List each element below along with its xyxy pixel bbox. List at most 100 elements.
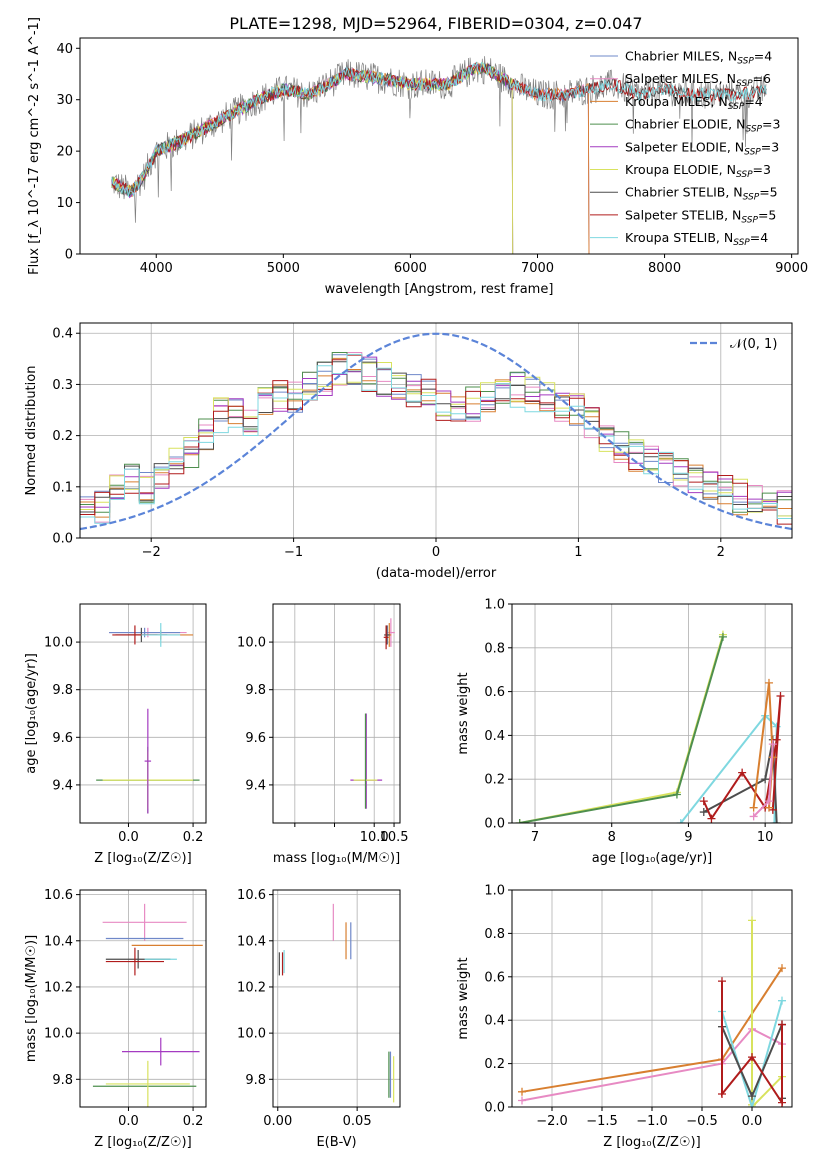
axes-frame <box>272 889 401 1108</box>
mass-weight-vs-age-panel: 7 8 9 10 0.0 0.2 0.4 0.6 0.8 1.0 age [log₁₀(age/yr… <box>456 598 793 866</box>
legend-label: 𝒩(0, 1) <box>730 337 777 352</box>
y-axis-label: mass [log₁₀(M/M☉)] <box>24 935 39 1062</box>
legend-label: Kroupa MILES, NSSP=4 <box>625 94 763 112</box>
mass-weight-marker <box>772 735 781 744</box>
mass-weight-marker <box>718 977 726 986</box>
y-axis-label: mass weight <box>456 672 471 754</box>
errorbar-point <box>383 625 389 650</box>
mass-weight-marker <box>515 819 524 823</box>
x-tick-label: 10.0 <box>360 830 389 845</box>
mass-weight-marker <box>749 812 758 821</box>
y-tick-label: 0.4 <box>52 327 73 342</box>
y-tick-label: 10.2 <box>44 980 73 995</box>
x-tick-label: 6000 <box>394 261 427 276</box>
y-axis-label: mass weight <box>456 957 471 1039</box>
y-tick-label: 10.0 <box>237 1027 266 1042</box>
y-axis-label: Normed distribution <box>24 366 39 496</box>
mass-weight-marker <box>748 1092 756 1101</box>
x-tick-label: 0.0 <box>118 1114 139 1129</box>
x-axis-label: E(B-V) <box>316 1135 356 1150</box>
x-tick-label: 0.0 <box>118 830 139 845</box>
y-tick-label: 0.1 <box>52 480 73 495</box>
x-tick-label: 0.00 <box>263 1114 292 1129</box>
x-tick-label: 8000 <box>648 261 681 276</box>
residuals-panel: −2 −1 0 1 2 0.0 0.1 0.2 0.3 0.4 (data-model)/error… <box>24 322 793 581</box>
errorbar-point <box>386 618 395 647</box>
legend-label: Salpeter STELIB, NSSP=5 <box>625 207 776 225</box>
axes-frame <box>511 603 793 824</box>
y-tick-label: 10.0 <box>237 636 266 651</box>
y-axis-label: Flux [f_λ 10^-17 erg cm^-2 s^-1 A^-1] <box>27 17 42 275</box>
y-tick-label: 1.0 <box>484 598 505 613</box>
mass-weight-marker <box>748 916 756 925</box>
mass-weight-marker <box>764 797 773 806</box>
x-axis-label: mass [log₁₀(M/M☉)] <box>273 851 400 866</box>
x-axis-label: Z [log₁₀(Z/Z☉)] <box>603 1135 700 1150</box>
mass-weight-marker <box>748 1103 756 1107</box>
mass-weight-marker <box>778 964 786 973</box>
errorbar-point <box>105 947 164 976</box>
x-tick-label: 0.2 <box>183 830 204 845</box>
x-tick-label: 0.0 <box>742 1114 763 1129</box>
x-tick-label: 9 <box>684 830 692 845</box>
y-tick-label: 0.6 <box>484 970 505 985</box>
mass-weight-marker <box>718 1089 726 1098</box>
x-axis-label: (data-model)/error <box>376 566 497 581</box>
x-tick-label: 8 <box>608 830 616 845</box>
y-tick-label: 10.0 <box>44 1027 73 1042</box>
figure-title: PLATE=1298, MJD=52964, FIBERID=0304, z=0… <box>229 14 642 33</box>
mass-weight-marker <box>672 790 681 799</box>
axes-frame <box>272 603 401 824</box>
x-tick-label: −1 <box>284 545 303 560</box>
y-tick-label: 10.0 <box>44 636 73 651</box>
x-tick-label: −1.0 <box>636 1114 668 1129</box>
y-tick-label: 10.2 <box>237 980 266 995</box>
legend-label: Salpeter ELODIE, NSSP=3 <box>625 139 779 157</box>
y-tick-label: 10 <box>56 196 73 211</box>
x-tick-label: 9000 <box>775 261 808 276</box>
x-tick-label: 7 <box>531 830 539 845</box>
axes-frame <box>79 322 793 539</box>
y-tick-label: 0.2 <box>52 429 73 444</box>
legend-label: Chabrier STELIB, NSSP=5 <box>625 185 778 203</box>
mass-weight-marker <box>676 819 685 823</box>
y-tick-label: 9.8 <box>52 1073 73 1088</box>
mass-weight-marker <box>778 1020 786 1029</box>
x-tick-label: 10 <box>757 830 774 845</box>
y-tick-label: 40 <box>56 42 73 57</box>
y-tick-label: 10.6 <box>44 888 73 903</box>
errorbar-point <box>141 623 181 647</box>
mass-weight-marker <box>778 996 786 1005</box>
mass-weight-marker <box>699 797 708 806</box>
age-vs-Z-panel: 0.0 0.2 9.4 9.6 9.8 10.0 Z [log₁₀(Z/Z☉)] age [l… <box>24 603 207 866</box>
spectrum-model-line <box>111 61 767 198</box>
mass-weight-marker <box>718 632 727 641</box>
x-tick-label: −2.0 <box>536 1114 568 1129</box>
legend-label: Kroupa ELODIE, NSSP=3 <box>625 162 771 180</box>
spectrum-legend: Chabrier MILES, NSSP=4 Salpeter MILES, NS… <box>590 49 780 248</box>
mass-weight-line <box>521 1027 783 1102</box>
mass-weight-marker <box>518 1096 526 1105</box>
errorbar-point <box>144 708 152 814</box>
mass-weight-marker <box>761 775 770 784</box>
mass-weight-line <box>519 634 724 823</box>
x-tick-label: 4000 <box>140 261 173 276</box>
y-tick-label: 0.0 <box>484 1101 505 1116</box>
y-tick-label: 0.8 <box>484 641 505 656</box>
spectrum-panel: 4000 5000 6000 7000 8000 9000 0 10 20 30 40 wavelen… <box>27 17 808 297</box>
mass-vs-ebv-panel: 0.00 0.05 9.8 10.0 10.2 10.4 10.6 E(B-V) <box>237 888 401 1150</box>
x-axis-label: age [log₁₀(age/yr)] <box>592 851 713 866</box>
x-tick-label: −0.5 <box>686 1114 718 1129</box>
y-tick-label: 9.8 <box>245 683 266 698</box>
x-tick-label: −1.5 <box>586 1114 618 1129</box>
mass-weight-marker <box>764 678 773 687</box>
y-axis-label: age [log₁₀(age/yr)] <box>24 653 39 774</box>
legend-label: Kroupa STELIB, NSSP=4 <box>625 230 768 248</box>
mass-weight-line <box>721 1000 783 1107</box>
y-tick-label: 10.4 <box>44 934 73 949</box>
legend-label: Chabrier ELODIE, NSSP=3 <box>625 117 780 135</box>
y-tick-label: 0.2 <box>484 1057 505 1072</box>
mass-weight-marker <box>776 691 785 700</box>
y-tick-label: 10.6 <box>237 888 266 903</box>
